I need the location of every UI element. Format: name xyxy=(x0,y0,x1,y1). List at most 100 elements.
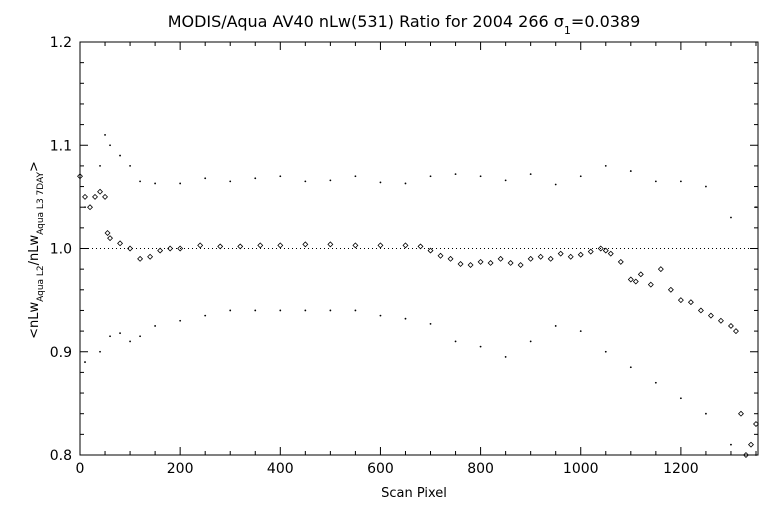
mean-point xyxy=(597,245,604,252)
x-tick-label: 400 xyxy=(267,461,294,477)
y-tick-label: 1.2 xyxy=(50,35,72,51)
y-tick-label: 0.8 xyxy=(50,448,72,464)
lower-point xyxy=(654,381,657,384)
mean-point xyxy=(377,242,384,249)
mean-point xyxy=(707,312,714,319)
mean-point xyxy=(748,441,754,448)
mean-point xyxy=(717,317,724,324)
x-axis-label: Scan Pixel xyxy=(381,486,447,501)
mean-point xyxy=(547,255,554,262)
upper-point xyxy=(404,182,407,185)
y-label-part-c: > xyxy=(27,161,42,172)
mean-point xyxy=(677,297,684,304)
mean-point xyxy=(447,255,454,262)
upper-point xyxy=(454,173,457,176)
upper-point xyxy=(119,154,121,157)
upper-point xyxy=(479,175,482,178)
lower-point xyxy=(329,309,332,312)
upper-point xyxy=(204,177,207,180)
lower-point xyxy=(629,366,632,369)
mean-point xyxy=(77,173,83,180)
mean-point xyxy=(97,188,103,195)
upper-point xyxy=(604,165,607,167)
upper-point xyxy=(504,179,507,182)
x-axis-ticks: 0 200 400 600 800 1000 1200 xyxy=(76,42,757,477)
mean-point xyxy=(177,245,184,252)
lower-point xyxy=(119,332,121,335)
lower-point xyxy=(679,397,682,400)
lower-point xyxy=(279,309,282,312)
mean-point xyxy=(617,258,624,265)
mean-point xyxy=(743,452,749,458)
x-tick-label: 0 xyxy=(76,461,85,477)
mean-point xyxy=(632,278,639,285)
lower-point xyxy=(429,322,432,325)
upper-point xyxy=(329,179,332,182)
mean-point xyxy=(197,242,204,249)
mean-point xyxy=(527,255,534,262)
x-tick-label: 600 xyxy=(367,461,394,477)
mean-point xyxy=(107,235,114,242)
upper-point xyxy=(354,175,357,178)
mean-point xyxy=(352,242,359,249)
upper-point xyxy=(579,175,582,178)
upper-point xyxy=(379,181,382,184)
mean-point xyxy=(477,258,484,265)
mean-point xyxy=(302,241,309,248)
chart-title: MODIS/Aqua AV40 nLw(531) Ratio for 2004 … xyxy=(168,12,641,37)
mean-point xyxy=(82,193,88,200)
upper-point xyxy=(429,175,432,178)
lower-point xyxy=(479,345,482,348)
mean-point xyxy=(657,266,664,273)
upper-point xyxy=(755,206,757,209)
mean-point xyxy=(507,259,514,266)
mean-point xyxy=(402,242,409,249)
lower-point xyxy=(504,356,507,358)
chart-title-main: MODIS/Aqua AV40 nLw(531) Ratio for 2004 … xyxy=(168,12,554,31)
lower-point xyxy=(730,443,732,446)
mean-point xyxy=(277,242,284,249)
mean-point xyxy=(557,250,564,257)
mean-point xyxy=(733,328,739,335)
mean-point xyxy=(437,252,444,259)
mean-point xyxy=(727,322,734,329)
mean-point xyxy=(237,243,244,250)
mean-point xyxy=(667,286,674,293)
lower-point xyxy=(529,340,532,343)
y-tick-label: 0.9 xyxy=(50,345,72,361)
series-lower-envelope xyxy=(84,309,757,456)
lower-point xyxy=(99,350,101,353)
lower-point xyxy=(254,309,257,312)
lower-point xyxy=(454,340,457,343)
upper-point xyxy=(730,216,732,219)
lower-point xyxy=(379,314,382,317)
lower-point xyxy=(304,309,307,312)
mean-point xyxy=(487,259,494,266)
upper-point xyxy=(104,134,106,136)
upper-point xyxy=(554,183,557,186)
lower-point xyxy=(204,314,207,317)
sigma-value: =0.0389 xyxy=(571,12,640,31)
mean-point xyxy=(137,255,144,262)
mean-point xyxy=(627,276,634,283)
upper-point xyxy=(679,180,682,183)
lower-point xyxy=(554,325,557,327)
sigma-symbol: σ xyxy=(554,12,564,31)
lower-point xyxy=(139,335,141,338)
mean-point xyxy=(517,262,524,268)
mean-point xyxy=(637,271,644,278)
upper-point xyxy=(154,182,157,185)
x-tick-label: 200 xyxy=(167,461,194,477)
mean-point xyxy=(104,230,111,236)
mean-point xyxy=(497,255,504,262)
upper-point xyxy=(99,165,101,167)
y-label-part-b: /nLw xyxy=(27,234,42,265)
mean-point xyxy=(92,193,98,200)
y-tick-label: 1.1 xyxy=(50,138,72,154)
mean-point xyxy=(537,253,544,260)
mean-point xyxy=(417,243,424,250)
upper-point xyxy=(84,206,86,209)
lower-point xyxy=(129,340,131,343)
